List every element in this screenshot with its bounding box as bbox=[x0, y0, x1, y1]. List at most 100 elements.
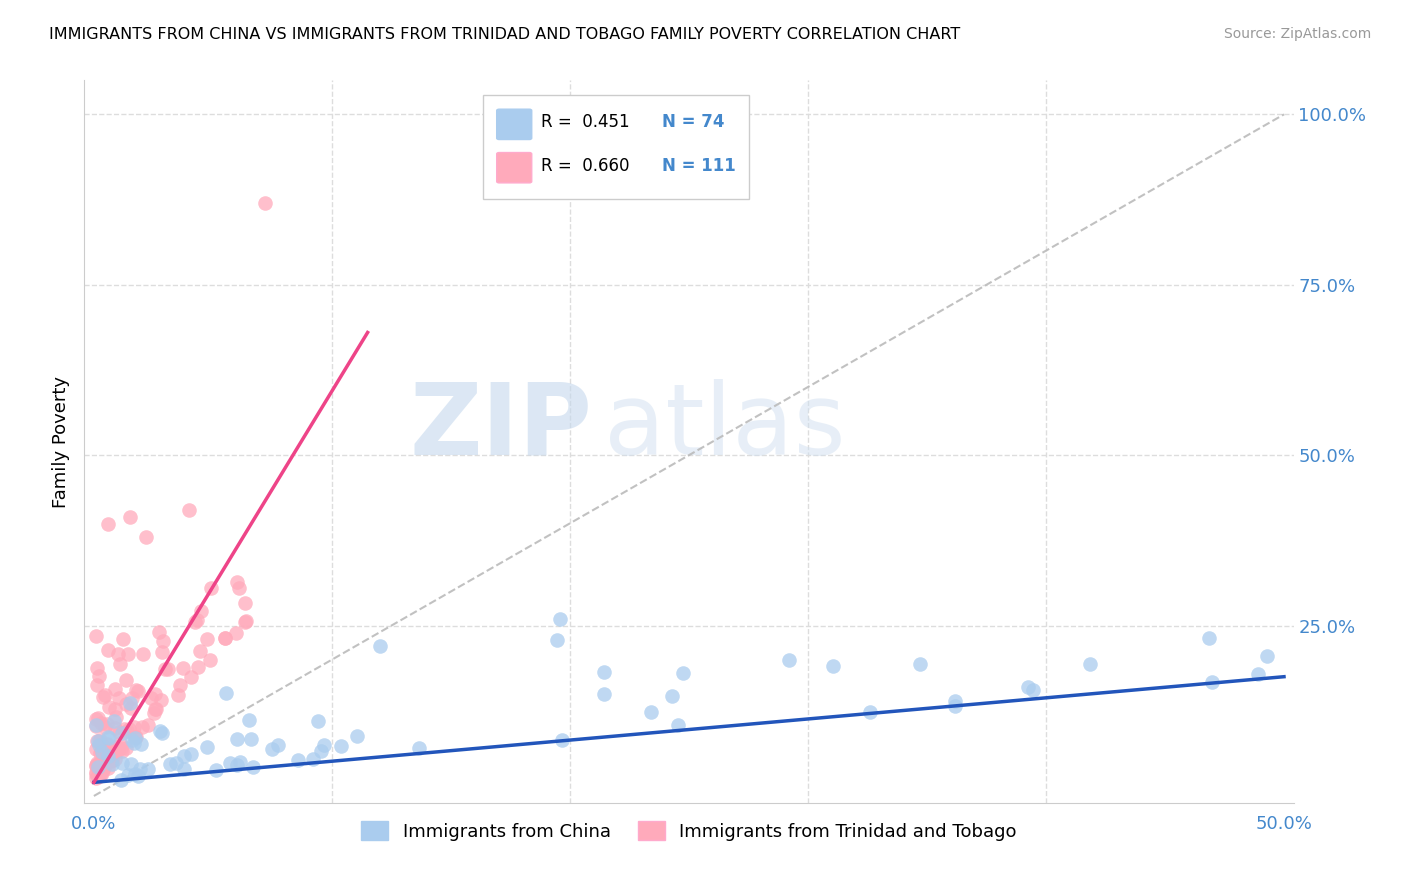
Point bbox=[408, 741, 430, 756]
Point bbox=[177, 502, 200, 516]
Point bbox=[111, 756, 134, 770]
Point bbox=[115, 698, 138, 712]
Point bbox=[228, 581, 250, 595]
Text: N = 74: N = 74 bbox=[662, 113, 725, 131]
Point bbox=[233, 596, 256, 610]
Text: R =  0.660: R = 0.660 bbox=[541, 156, 630, 175]
Point bbox=[214, 632, 236, 646]
Point bbox=[143, 687, 166, 701]
Point bbox=[114, 741, 136, 756]
Point bbox=[205, 763, 228, 777]
Point bbox=[1247, 667, 1270, 681]
Point bbox=[197, 632, 219, 646]
Point bbox=[661, 690, 683, 704]
Point bbox=[104, 721, 127, 735]
Point bbox=[101, 751, 124, 765]
Text: 50.0%: 50.0% bbox=[1256, 814, 1312, 833]
Legend: Immigrants from China, Immigrants from Trinidad and Tobago: Immigrants from China, Immigrants from T… bbox=[354, 814, 1024, 848]
Point bbox=[1017, 680, 1039, 694]
Point bbox=[314, 738, 336, 752]
Point bbox=[91, 764, 114, 778]
Point bbox=[100, 741, 122, 756]
Point bbox=[229, 756, 252, 770]
Point bbox=[94, 742, 117, 756]
Point bbox=[242, 760, 264, 774]
Point bbox=[87, 760, 110, 774]
Point bbox=[84, 629, 107, 643]
Point bbox=[169, 678, 191, 692]
Point bbox=[90, 765, 112, 780]
Point bbox=[238, 714, 260, 728]
Point bbox=[129, 737, 152, 751]
Point bbox=[110, 736, 132, 750]
Point bbox=[124, 731, 146, 745]
Point bbox=[180, 747, 202, 761]
Point bbox=[859, 705, 882, 719]
Point bbox=[136, 718, 159, 732]
Point bbox=[98, 731, 121, 745]
Point bbox=[84, 742, 107, 756]
Point bbox=[551, 732, 574, 747]
FancyBboxPatch shape bbox=[496, 109, 531, 139]
Point bbox=[89, 765, 111, 780]
Y-axis label: Family Poverty: Family Poverty bbox=[52, 376, 70, 508]
Point bbox=[104, 752, 127, 766]
Point bbox=[111, 744, 134, 758]
Point bbox=[108, 725, 131, 739]
Point bbox=[225, 626, 247, 640]
Point bbox=[84, 759, 107, 773]
Point bbox=[546, 633, 568, 648]
Point bbox=[97, 730, 120, 744]
Point bbox=[156, 662, 179, 676]
Point bbox=[108, 690, 131, 705]
Point bbox=[90, 763, 112, 777]
Point bbox=[93, 720, 115, 734]
Point bbox=[180, 670, 202, 684]
Point bbox=[666, 717, 689, 731]
Point bbox=[214, 686, 236, 700]
Point bbox=[89, 746, 111, 760]
Point bbox=[943, 698, 966, 713]
Point bbox=[117, 647, 139, 661]
Point bbox=[91, 745, 114, 759]
Point bbox=[84, 718, 107, 732]
Point bbox=[267, 738, 290, 752]
Point bbox=[120, 756, 142, 771]
Point bbox=[172, 660, 194, 674]
Point bbox=[166, 689, 188, 703]
Point bbox=[235, 615, 257, 629]
Point bbox=[1078, 657, 1101, 672]
Point bbox=[101, 757, 124, 772]
Point bbox=[239, 732, 262, 747]
Point bbox=[90, 743, 112, 757]
Point bbox=[141, 690, 163, 705]
Point bbox=[87, 757, 110, 772]
Point bbox=[152, 634, 174, 648]
Point bbox=[131, 720, 153, 734]
Point bbox=[254, 196, 277, 211]
Point bbox=[149, 723, 172, 738]
Point bbox=[118, 509, 141, 524]
Point bbox=[104, 702, 127, 716]
Point bbox=[218, 756, 240, 771]
Point bbox=[1198, 632, 1220, 646]
Text: R =  0.451: R = 0.451 bbox=[541, 113, 630, 131]
Point bbox=[91, 760, 114, 774]
Point bbox=[93, 750, 115, 764]
Point bbox=[592, 687, 614, 701]
Point bbox=[195, 739, 218, 754]
Point bbox=[672, 665, 695, 680]
Point bbox=[186, 613, 208, 627]
Point bbox=[150, 726, 173, 740]
Text: ZIP: ZIP bbox=[409, 378, 592, 475]
Point bbox=[117, 768, 139, 782]
Point bbox=[104, 709, 127, 723]
Point bbox=[86, 734, 108, 748]
Text: N = 111: N = 111 bbox=[662, 156, 737, 175]
Point bbox=[86, 756, 108, 770]
Point bbox=[87, 738, 110, 752]
Point bbox=[118, 696, 141, 710]
Point bbox=[111, 632, 134, 646]
Point bbox=[173, 749, 195, 764]
Point bbox=[173, 762, 195, 776]
